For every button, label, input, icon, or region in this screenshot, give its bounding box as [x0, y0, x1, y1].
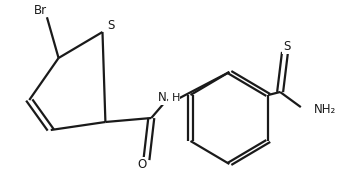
Text: Br: Br: [34, 4, 47, 17]
Text: O: O: [138, 158, 147, 171]
Text: H: H: [171, 93, 180, 103]
Text: S: S: [107, 19, 115, 32]
Text: NH₂: NH₂: [314, 103, 336, 116]
Text: S: S: [283, 40, 290, 53]
Text: N: N: [158, 91, 167, 104]
